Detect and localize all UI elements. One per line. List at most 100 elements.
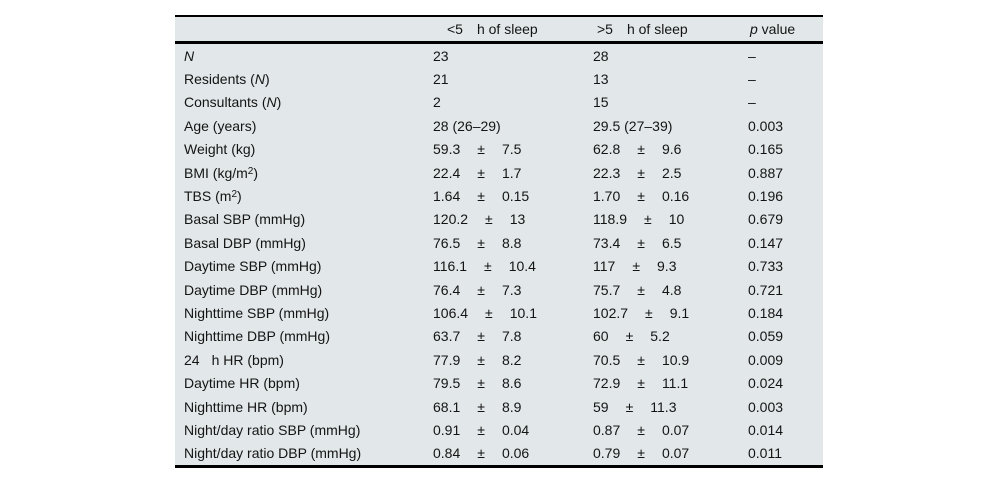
plus-minus-sign: ± — [625, 328, 634, 345]
value-gt5: 117 ±9.3 — [593, 258, 748, 274]
p-value: 0.003 — [748, 118, 823, 134]
p-value: 0.003 — [748, 399, 823, 415]
value-gt5: 1.70 ±0.16 — [593, 188, 748, 204]
value-mean: 60 — [593, 328, 609, 345]
plus-minus-sign: ± — [477, 141, 485, 158]
label-text: BMI (kg/m — [184, 164, 248, 181]
plus-minus-sign: ± — [645, 304, 653, 321]
row-label: Night/day ratio DBP (mmHg) — [184, 445, 433, 461]
value-mean: 1.64 — [433, 188, 461, 205]
label-text: Daytime DBP (mmHg) — [184, 281, 323, 298]
plus-minus-sign: ± — [625, 398, 634, 415]
label-text: Night/day ratio SBP (mmHg) — [184, 421, 361, 438]
header-gt5-sleep: >5 h of sleep — [593, 21, 748, 37]
row-label: Consultants (N) — [184, 94, 433, 110]
header-p-rest: value — [757, 21, 796, 37]
value-lt5: 1.64 ±0.15 — [433, 188, 593, 204]
table-row: BMI (kg/m2) 22.4 ±1.7 22.3 ±2.5 0.887 — [175, 161, 823, 184]
value-sd: 5.2 — [650, 328, 670, 345]
p-value: 0.196 — [748, 188, 823, 204]
plus-minus-sign: ± — [477, 375, 485, 392]
header-lt5-unit: h of sleep — [476, 21, 538, 37]
row-label: Basal DBP (mmHg) — [184, 235, 433, 251]
header-p-value: p value — [748, 21, 823, 37]
value-gt5: 62.8 ±9.6 — [593, 141, 748, 157]
label-text: Night/day ratio DBP (mmHg) — [184, 445, 362, 462]
plus-minus-sign: ± — [477, 281, 485, 298]
label-text: ) — [237, 188, 242, 205]
value-sd: 7.5 — [501, 141, 522, 158]
p-value-text: 0.003 — [748, 398, 784, 415]
value-sd: 8.6 — [501, 375, 522, 392]
value-mean: 1.70 — [593, 188, 621, 205]
value-gt5: 0.87 ±0.07 — [593, 422, 748, 438]
value-mean: 70.5 — [593, 351, 621, 368]
p-value: – — [748, 48, 823, 64]
p-value: 0.165 — [748, 141, 823, 157]
row-label: Nighttime DBP (mmHg) — [184, 328, 433, 344]
value-sd: 4.8 — [661, 281, 682, 298]
p-value-text: 0.014 — [748, 421, 784, 438]
p-value-text: 0.003 — [748, 117, 784, 134]
value-lt5: 21 — [433, 71, 593, 87]
label-text: 24 — [184, 351, 200, 368]
label-text: Age (years) — [184, 117, 257, 134]
row-label: Nighttime SBP (mmHg) — [184, 305, 433, 321]
plus-minus-sign: ± — [637, 188, 645, 205]
plus-minus-sign: ± — [637, 164, 645, 181]
p-value: 0.679 — [748, 211, 823, 227]
value-lt5: 63.7 ±7.8 — [433, 328, 593, 344]
p-value-text: – — [748, 47, 756, 64]
value-lt5: 76.4 ±7.3 — [433, 282, 593, 298]
row-label: Daytime SBP (mmHg) — [184, 258, 433, 274]
value-text: 15 — [593, 94, 609, 111]
plus-minus-sign: ± — [477, 421, 485, 438]
value-sd: 0.15 — [501, 188, 530, 205]
value-gt5: 22.3 ±2.5 — [593, 165, 748, 181]
p-value-text: 0.009 — [748, 351, 784, 368]
p-value-text: 0.024 — [748, 375, 784, 392]
value-mean: 0.87 — [593, 421, 621, 438]
label-text: Nighttime HR (bpm) — [184, 398, 308, 415]
table-header: <5 h of sleep >5 h of sleep p value — [175, 17, 823, 44]
row-label: Basal SBP (mmHg) — [184, 211, 433, 227]
p-value: 0.024 — [748, 375, 823, 391]
row-label: 24 h HR (bpm) — [184, 352, 433, 368]
value-mean: 116.1 — [433, 258, 467, 275]
label-text: Basal DBP (mmHg) — [184, 234, 306, 251]
value-lt5: 116.1 ±10.4 — [433, 258, 593, 274]
p-value-text: 0.733 — [748, 258, 784, 275]
value-sd: 11.3 — [650, 398, 677, 415]
header-lt5-qty: <5 — [447, 21, 463, 37]
header-p-italic: p — [750, 21, 758, 37]
label-text: Consultants ( — [184, 94, 267, 111]
plus-minus-sign: ± — [637, 234, 645, 251]
header-gt5-qty: >5 — [597, 21, 613, 37]
value-sd: 1.7 — [501, 164, 522, 181]
value-mean: 76.4 — [433, 281, 461, 298]
row-label: Daytime DBP (mmHg) — [184, 282, 433, 298]
plus-minus-sign: ± — [637, 445, 645, 462]
value-mean: 62.8 — [593, 141, 621, 158]
p-value: 0.011 — [748, 445, 823, 461]
value-sd: 2.5 — [661, 164, 682, 181]
header-lt5-sleep: <5 h of sleep — [433, 21, 593, 37]
value-gt5: 28 — [593, 48, 748, 64]
value-gt5: 29.5 (27–39) — [593, 118, 748, 134]
row-label: Nighttime HR (bpm) — [184, 399, 433, 415]
row-label: BMI (kg/m2) — [184, 165, 433, 181]
value-sd: 7.3 — [501, 281, 522, 298]
label-text: N — [184, 47, 195, 64]
row-label: Age (years) — [184, 118, 433, 134]
value-mean: 77.9 — [433, 351, 461, 368]
p-value: 0.184 — [748, 305, 823, 321]
value-sd: 7.8 — [501, 328, 522, 345]
plus-minus-sign: ± — [632, 258, 641, 275]
row-label: Daytime HR (bpm) — [184, 375, 433, 391]
label-text: ) — [253, 164, 259, 181]
value-gt5: 13 — [593, 71, 748, 87]
plus-minus-sign: ± — [644, 211, 652, 228]
value-sd: 10 — [668, 211, 685, 228]
table-row: Age (years) 28 (26–29) 29.5 (27–39) 0.003 — [175, 114, 823, 137]
label-text: Daytime HR (bpm) — [184, 375, 300, 392]
